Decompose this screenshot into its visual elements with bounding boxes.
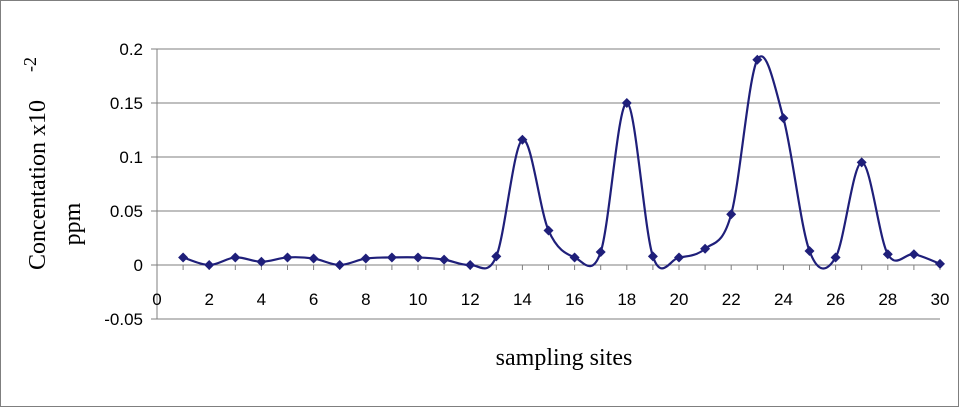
series-markers [178,54,945,270]
data-point-marker [804,245,815,256]
data-point-marker [830,252,841,263]
data-point-marker [569,252,580,263]
data-point-marker [439,254,450,265]
x-axis-title: sampling sites [496,345,633,371]
y-tick-label: 0.15 [110,94,143,113]
y-tick-labels: 0.2 0.15 0.1 0.05 0 -0.05 [104,40,143,329]
y-tick-label: 0 [134,256,143,275]
series-line [182,55,941,270]
data-point-marker [386,252,397,263]
y-tick-label: 0.1 [119,148,143,167]
data-point-marker [595,247,606,258]
data-point-marker [674,252,684,263]
data-point-marker [282,252,293,263]
x-tick-label: 10 [409,290,428,309]
data-point-marker [230,252,241,263]
data-point-marker [334,260,345,270]
y-axis-title-exponent: -2 [20,57,40,72]
x-tick-label: 4 [257,290,266,309]
data-point-marker [517,134,528,145]
data-point-marker [621,98,632,108]
gridlines [151,48,941,320]
x-tick-label: 18 [617,290,636,309]
x-tick-label: 16 [565,290,584,309]
data-point-marker [778,113,789,124]
x-tick-label: 20 [670,290,689,309]
x-tick-label: 8 [361,290,370,309]
data-point-marker [178,252,189,263]
data-point-marker [465,260,476,270]
y-tick-label: 0.05 [110,202,143,221]
y-tick-label: 0.2 [119,40,143,59]
x-tick-label: 28 [878,290,897,309]
data-point-marker [543,225,554,236]
x-tick-label: 2 [204,290,213,309]
data-point-marker [935,258,945,269]
data-point-marker [360,253,371,264]
x-tick-label: 30 [931,290,950,309]
x-tick-label: 12 [461,290,480,309]
data-point-marker [256,256,267,267]
data-point-marker [647,251,658,262]
x-tick-label: 6 [309,290,318,309]
data-point-marker [752,54,763,65]
data-point-marker [856,157,867,168]
data-point-marker [726,209,737,220]
x-tick-label: 14 [513,290,532,309]
x-tick-label: 24 [774,290,793,309]
x-tick-labels: 0 2 4 6 8 10 12 14 16 18 20 22 24 26 28 30 [152,290,949,309]
x-tick-label: 22 [722,290,741,309]
y-axis-title-unit: ppm [60,202,86,245]
x-tick-label: 0 [152,290,161,309]
data-point-marker [308,253,319,264]
data-point-marker [204,260,215,270]
y-tick-label: -0.05 [104,310,143,329]
data-point-marker [413,252,423,263]
data-point-marker [908,249,919,260]
data-point-marker [491,251,502,262]
data-point-marker [700,243,711,254]
x-tick-label: 26 [826,290,845,309]
data-point-marker [882,249,893,260]
y-axis-title: Concentation x10 [25,100,51,270]
